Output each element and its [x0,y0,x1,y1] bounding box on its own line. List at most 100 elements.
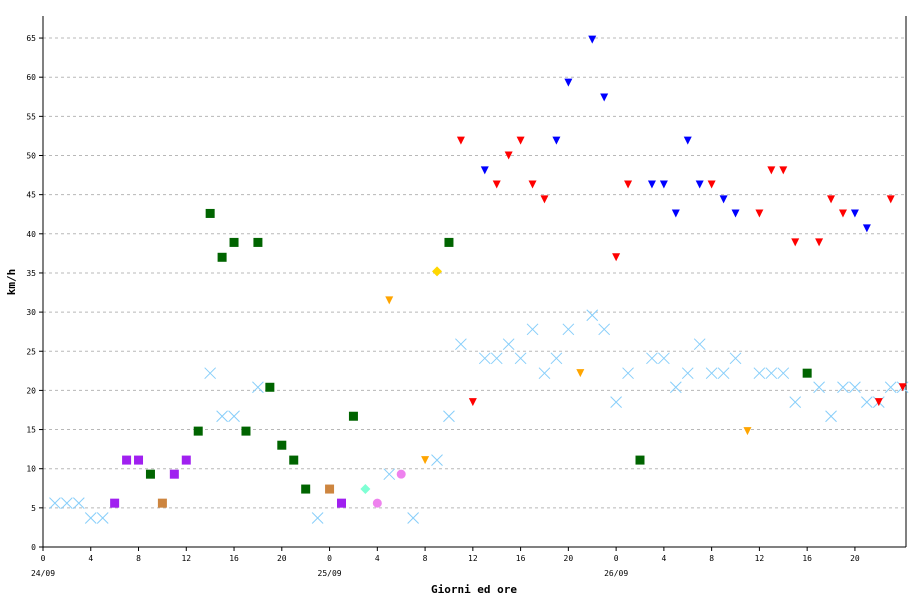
triangle-marker-point [504,151,513,160]
x-tick-label: 4 [88,554,93,563]
x-marker-point [550,352,563,365]
y-axis-label: km/h [5,269,18,296]
x-tick-label: 20 [277,554,287,563]
x-marker-point [646,352,658,365]
square-marker-point [193,426,203,436]
triangle-marker-point [600,93,609,102]
triangle-marker-point [647,180,656,189]
x-marker-point [658,352,670,365]
y-tick-label: 35 [26,269,36,278]
triangle-marker-point [838,209,847,218]
y-tick-label: 45 [26,191,36,200]
x-marker-point [777,367,790,380]
square-marker-point [337,498,346,508]
x-marker-point [669,381,682,394]
square-marker-point [444,237,454,247]
triangle-marker-point [743,427,752,436]
square-marker-point [289,455,299,465]
triangle-marker-point [779,166,788,175]
x-marker-point [49,497,61,510]
x-tick-label: 4 [375,554,380,563]
y-tick-label: 30 [26,308,36,317]
square-marker-point [157,498,167,508]
y-tick-label: 10 [26,465,36,474]
triangle-marker-point [707,180,716,189]
triangle-marker-point [468,398,477,407]
square-marker-point [301,484,311,494]
data-points [49,35,909,524]
y-tick-label: 20 [26,386,36,395]
square-marker-point [205,208,215,218]
date-label: 26/09 [604,569,628,578]
x-marker-point [849,381,861,394]
x-tick-label: 20 [564,554,574,563]
x-marker-point [61,497,73,510]
circle-marker-point [396,469,406,479]
triangle-marker-point [767,166,776,175]
x-marker-point [431,454,443,466]
x-marker-point [813,381,825,394]
y-tick-label: 15 [26,426,36,435]
x-marker-point [72,497,85,510]
x-tick-label: 16 [802,554,812,563]
x-marker-point [586,309,599,322]
y-tick-label: 40 [26,230,36,239]
grid-lines [43,37,906,509]
x-tick-label: 16 [229,554,239,563]
square-marker-point [802,368,812,378]
x-tick-label: 8 [423,554,428,563]
square-marker-point [217,252,227,262]
triangle-marker-point [552,136,561,145]
x-marker-point [789,396,802,408]
x-marker-point [765,367,778,380]
x-marker-point [455,338,467,351]
x-axis-ticks: 0 4 8 12 16 20 0 4 8 12 16 20 0 4 8 12 16 20 24/09 25/09 26/… [31,547,860,578]
triangle-marker-point [456,136,465,145]
triangle-marker-point [874,398,883,407]
x-marker-point [478,352,491,365]
square-marker-point [145,469,155,479]
date-label: 25/09 [318,569,342,578]
square-marker-point [122,455,132,465]
triangle-marker-point [898,383,907,392]
x-marker-point [383,468,396,481]
triangle-marker-point [731,209,740,218]
triangle-marker-point [695,180,704,189]
diamond-marker-point [432,266,443,277]
x-marker-point [837,381,849,394]
x-marker-point [681,367,694,380]
y-tick-label: 25 [26,347,36,356]
triangle-marker-point [624,180,633,189]
x-marker-point [84,512,97,524]
triangle-marker-point [850,209,859,218]
x-tick-label: 0 [614,554,619,563]
x-marker-point [216,410,228,423]
y-tick-label: 50 [26,152,36,161]
square-marker-point [229,237,239,247]
axes [42,16,907,548]
square-marker-point [181,455,191,465]
x-marker-point [490,352,503,365]
x-marker-point [502,338,515,351]
square-marker-point [348,411,358,421]
x-tick-label: 12 [181,554,191,563]
x-tick-label: 4 [661,554,666,563]
triangle-marker-point [683,136,692,145]
x-axis-label: Giorni ed ore [431,583,517,596]
x-marker-point [598,323,611,336]
x-tick-label: 8 [709,554,714,563]
square-marker-point [134,455,144,465]
x-marker-point [228,410,240,423]
date-label: 24/09 [31,569,55,578]
y-tick-label: 65 [26,34,36,43]
y-tick-label: 60 [26,73,36,82]
square-marker-point [110,498,120,508]
triangle-marker-point [492,180,501,189]
triangle-marker-point [480,166,489,175]
x-marker-point [693,338,706,351]
triangle-marker-point [827,195,836,204]
triangle-marker-point [791,238,800,247]
triangle-marker-point [671,209,680,218]
x-marker-point [729,352,742,365]
